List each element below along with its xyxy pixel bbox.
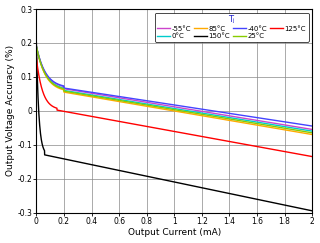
- 25°C: [49, 80, 52, 83]
- -40°C: [252, 116, 255, 119]
- 150°C: [252, 197, 255, 200]
- -55°C: [302, 127, 306, 130]
- 125°C: [49, 103, 52, 106]
- 25°C: [35, 45, 38, 48]
- 150°C: [35, 42, 38, 44]
- Line: 85°C: 85°C: [36, 46, 312, 135]
- -40°C: [49, 78, 52, 80]
- 0°C: [302, 128, 306, 131]
- 0°C: [169, 106, 172, 109]
- -55°C: [302, 127, 306, 130]
- X-axis label: Output Current (mA): Output Current (mA): [128, 228, 221, 237]
- 125°C: [161, 128, 165, 131]
- 85°C: [169, 109, 172, 112]
- 150°C: [169, 180, 172, 183]
- -40°C: [302, 123, 306, 126]
- -55°C: [161, 104, 165, 106]
- 85°C: [310, 133, 314, 136]
- 125°C: [302, 154, 306, 156]
- -40°C: [302, 123, 306, 126]
- 125°C: [302, 154, 306, 156]
- Line: 25°C: 25°C: [36, 46, 312, 133]
- 25°C: [302, 130, 306, 133]
- Legend: -55°C, 0°C, 85°C, 150°C, -40°C, 25°C, 125°C: -55°C, 0°C, 85°C, 150°C, -40°C, 25°C, 12…: [155, 13, 308, 42]
- Y-axis label: Output Voltage Accuracy (%): Output Voltage Accuracy (%): [5, 45, 14, 176]
- 25°C: [302, 130, 306, 133]
- 85°C: [35, 45, 38, 48]
- 150°C: [310, 209, 314, 212]
- 0°C: [35, 45, 38, 48]
- -40°C: [35, 45, 38, 48]
- 85°C: [252, 123, 255, 126]
- 25°C: [252, 122, 255, 124]
- 0°C: [252, 120, 255, 123]
- 150°C: [161, 178, 165, 181]
- 0°C: [49, 79, 52, 82]
- -40°C: [169, 103, 172, 106]
- -55°C: [252, 118, 255, 121]
- 0°C: [161, 105, 165, 108]
- 150°C: [302, 208, 306, 211]
- 85°C: [49, 81, 52, 84]
- -40°C: [310, 125, 314, 128]
- 25°C: [161, 106, 165, 109]
- 85°C: [161, 108, 165, 111]
- 85°C: [302, 132, 306, 135]
- -55°C: [169, 105, 172, 108]
- Line: -40°C: -40°C: [36, 46, 312, 126]
- -40°C: [161, 102, 165, 105]
- 150°C: [302, 208, 306, 211]
- Line: -55°C: -55°C: [36, 46, 312, 130]
- Line: 125°C: 125°C: [36, 58, 312, 156]
- 125°C: [252, 144, 255, 147]
- Line: 150°C: 150°C: [36, 43, 312, 211]
- 25°C: [169, 108, 172, 111]
- 125°C: [310, 155, 314, 158]
- 85°C: [302, 132, 306, 135]
- 125°C: [35, 57, 38, 60]
- 150°C: [49, 155, 52, 157]
- -55°C: [49, 78, 52, 81]
- 0°C: [310, 130, 314, 133]
- 125°C: [169, 129, 172, 132]
- Line: 0°C: 0°C: [36, 46, 312, 131]
- -55°C: [310, 128, 314, 131]
- 25°C: [310, 131, 314, 134]
- -55°C: [35, 45, 38, 48]
- 0°C: [302, 128, 306, 131]
